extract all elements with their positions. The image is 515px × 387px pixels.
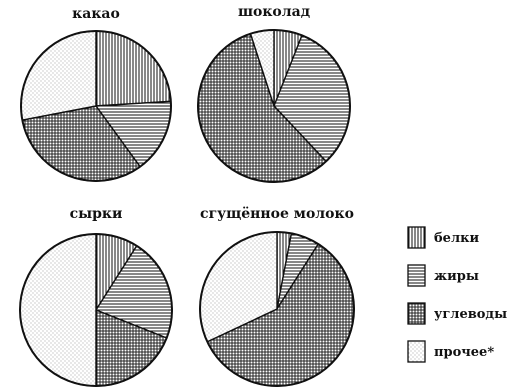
legend-item: жиры <box>407 264 479 287</box>
legend-item: углеводы <box>407 302 507 325</box>
pie-outline <box>20 30 172 182</box>
pie-title: какао <box>72 6 120 22</box>
legend-label: прочее* <box>434 345 494 360</box>
legend-label: жиры <box>434 269 479 284</box>
pie-outline <box>197 29 351 183</box>
legend-swatch-vertical-lines <box>407 226 426 249</box>
pie-slice-прочее* <box>19 233 97 387</box>
legend-label: углеводы <box>434 307 507 322</box>
pie-title: шоколад <box>238 4 310 20</box>
legend-swatch-dots <box>407 340 426 363</box>
pie-chart: какао <box>20 6 172 182</box>
pie-title: сырки <box>70 206 123 222</box>
legend: белки жиры углеводы прочее* <box>407 226 507 363</box>
legend-item: прочее* <box>407 340 494 363</box>
pie-slice-белки <box>95 30 172 107</box>
pie-outline <box>199 231 355 387</box>
pie-title: сгущённое молоко <box>200 206 354 222</box>
pie-chart: сырки <box>19 206 173 387</box>
legend-swatch-horizontal-lines <box>407 264 426 287</box>
pie-chart: шоколад <box>197 4 351 183</box>
pie-slice-прочее* <box>20 30 97 121</box>
pie-outline <box>19 233 173 387</box>
legend-swatch-crosshatch <box>407 302 426 325</box>
legend-item: белки <box>407 226 479 249</box>
legend-label: белки <box>434 231 479 246</box>
pie-chart: сгущённое молоко <box>199 206 355 387</box>
